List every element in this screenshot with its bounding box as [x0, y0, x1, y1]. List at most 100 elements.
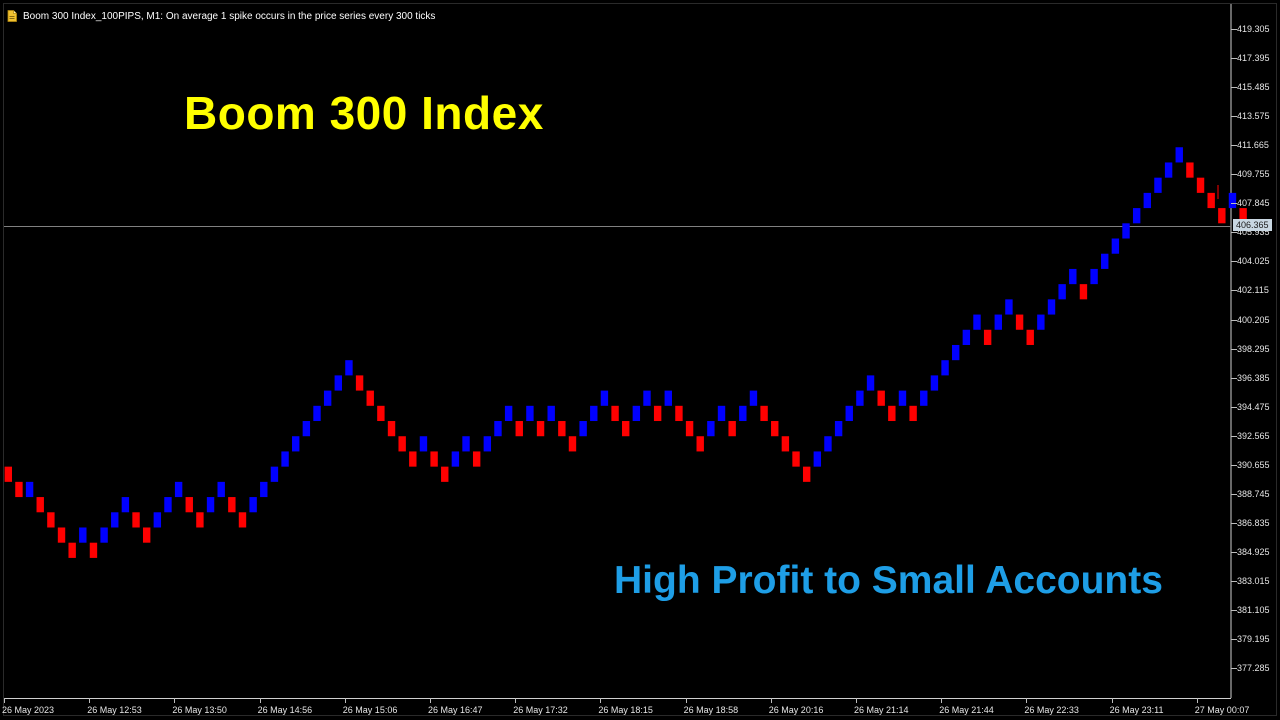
renko-brick-down: [888, 405, 896, 422]
renko-brick-up: [483, 436, 492, 452]
time-tick-label: 26 May 15:06: [342, 705, 398, 715]
renko-brick-down: [536, 421, 545, 437]
renko-brick-down: [877, 390, 885, 406]
renko-brick-up: [707, 421, 715, 437]
time-axis: 26 May 2023 26 May 12:53 26 May 13:50 26 Ma…: [0, 698, 1249, 720]
price-tick: [1231, 493, 1237, 495]
time-tick: [174, 698, 176, 703]
time-tick: [515, 698, 517, 703]
renko-brick-down: [909, 405, 917, 422]
renko-brick-up: [313, 405, 321, 422]
renko-brick-up: [1005, 299, 1013, 315]
renko-brick-down: [89, 542, 98, 558]
headline: Boom 300 Index: [184, 87, 544, 139]
renko-brick-up: [217, 481, 225, 498]
renko-brick-up: [1164, 162, 1173, 178]
price-tick-label: 390.655: [1237, 459, 1270, 470]
price-tick: [1231, 610, 1237, 611]
price-tick: [1231, 116, 1237, 118]
time-tick: [600, 698, 602, 703]
price-tick-label: 415.485: [1237, 82, 1270, 93]
price-tick-label: 394.475: [1237, 401, 1270, 412]
renko-brick-down: [728, 421, 736, 437]
time-tick-label: 26 May 23:11: [1109, 705, 1164, 715]
renko-brick-up: [1101, 253, 1109, 269]
renko-brick-down: [377, 405, 385, 422]
renko-brick-up: [153, 512, 162, 528]
price-tick: [1231, 522, 1237, 524]
renko-brick-up: [281, 451, 289, 467]
price-tick: [1231, 58, 1237, 60]
renko-brick-up: [206, 497, 215, 513]
renko-brick-up: [174, 481, 183, 498]
renko-brick-up: [547, 405, 555, 422]
renko-brick-down: [355, 375, 364, 391]
renko-brick-down: [653, 405, 662, 422]
time-tick: [259, 698, 261, 703]
renko-brick-down: [132, 512, 140, 528]
renko-brick-up: [164, 497, 172, 513]
renko-brick-up: [898, 390, 907, 406]
price-tick-label: 396.385: [1237, 372, 1270, 383]
renko-brick-up: [749, 390, 758, 406]
time-tick-label: 26 May 17:32: [513, 705, 568, 715]
time-tick-label: 26 May 18:15: [598, 705, 653, 715]
renko-brick-down: [802, 466, 811, 482]
price-tick: [1231, 581, 1237, 582]
price-tick-label: 386.835: [1237, 517, 1270, 528]
renko-brick-up: [739, 405, 747, 422]
renko-brick-down: [387, 421, 396, 437]
renko-brick-up: [845, 405, 853, 422]
subheadline: High Profit to Small Accounts: [614, 559, 1163, 602]
renko-brick-up: [813, 451, 822, 467]
price-tick-label: 409.755: [1237, 169, 1270, 180]
renko-brick-up: [920, 390, 928, 406]
renko-brick-down: [238, 512, 247, 528]
time-tick: [856, 698, 857, 703]
time-tick: [344, 698, 346, 703]
renko-brick-up: [249, 497, 257, 513]
renko-brick-up: [323, 390, 332, 406]
time-tick-label: 26 May 21:44: [939, 705, 994, 715]
renko-brick-up: [973, 314, 981, 330]
price-tick-label: 377.285: [1237, 663, 1270, 674]
price-axis: 419.305 417.395 415.485 413.575 411.665 409.7…: [1231, 0, 1280, 700]
renko-brick-up: [121, 497, 130, 513]
renko-brick-up: [334, 375, 342, 391]
renko-brick-down: [68, 542, 76, 558]
renko-brick-up: [260, 481, 268, 498]
time-tick-label: 26 May 21:14: [854, 705, 909, 715]
renko-brick-up: [526, 405, 534, 422]
renko-brick-up: [994, 314, 1002, 330]
renko-brick-up: [941, 360, 949, 376]
price-tick: [1231, 174, 1237, 176]
renko-brick-up: [643, 390, 651, 406]
time-tick: [1111, 698, 1113, 703]
price-tick: [1231, 87, 1237, 89]
price-tick-label: 383.015: [1237, 576, 1270, 586]
renko-brick-up: [292, 436, 300, 452]
renko-brick-up: [579, 421, 587, 437]
renko-brick-up: [100, 527, 108, 543]
renko-brick-down: [685, 421, 694, 437]
renko-brick-down: [696, 436, 704, 452]
renko-brick-up: [1175, 147, 1183, 163]
price-tick-label: 392.565: [1237, 430, 1270, 441]
renko-brick-down: [366, 390, 374, 406]
renko-brick-down: [515, 421, 523, 437]
renko-brick-down: [675, 405, 683, 422]
renko-brick-down: [781, 436, 790, 452]
renko-brick-down: [409, 451, 417, 467]
time-tick: [1026, 698, 1028, 703]
renko-brick-up: [632, 405, 641, 422]
price-tick: [1231, 203, 1237, 205]
renko-brick-up: [856, 390, 864, 406]
renko-brick-down: [1079, 284, 1088, 300]
price-tick: [1231, 261, 1237, 263]
renko-brick-up: [1143, 192, 1152, 209]
renko-brick-up: [824, 436, 832, 452]
price-tick-label: 405.935: [1237, 227, 1270, 238]
renko-brick-down: [430, 451, 438, 467]
